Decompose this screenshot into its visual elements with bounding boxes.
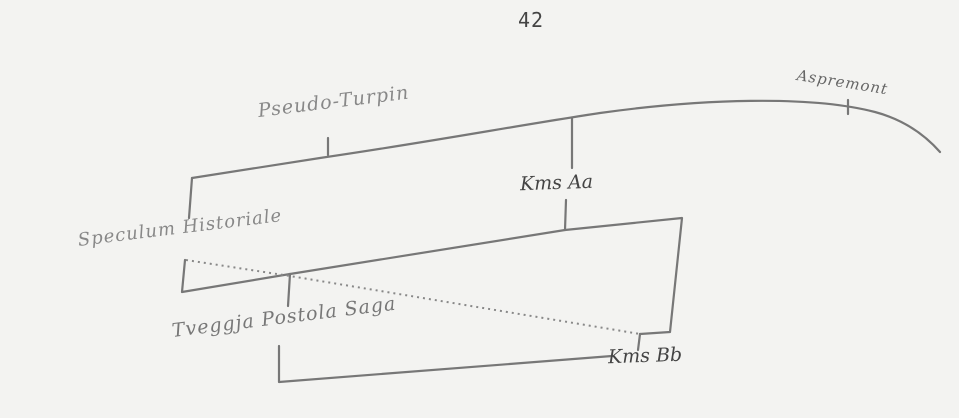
kms-bb-label: Kms Bb	[607, 343, 683, 369]
kms-aa-branch-line	[288, 216, 684, 336]
tveggja-descent-line	[277, 344, 614, 384]
kms-bb-tick	[636, 332, 642, 352]
tveggja-branch-line	[286, 272, 292, 308]
page-number: 42	[518, 8, 545, 32]
kms-aa-line-lower	[563, 198, 568, 232]
speculum-branch-line	[187, 176, 194, 220]
aspremont-main-line	[190, 99, 942, 180]
speculum-descent-line	[180, 258, 292, 294]
kms-aa-label: Kms Aa	[519, 170, 594, 196]
